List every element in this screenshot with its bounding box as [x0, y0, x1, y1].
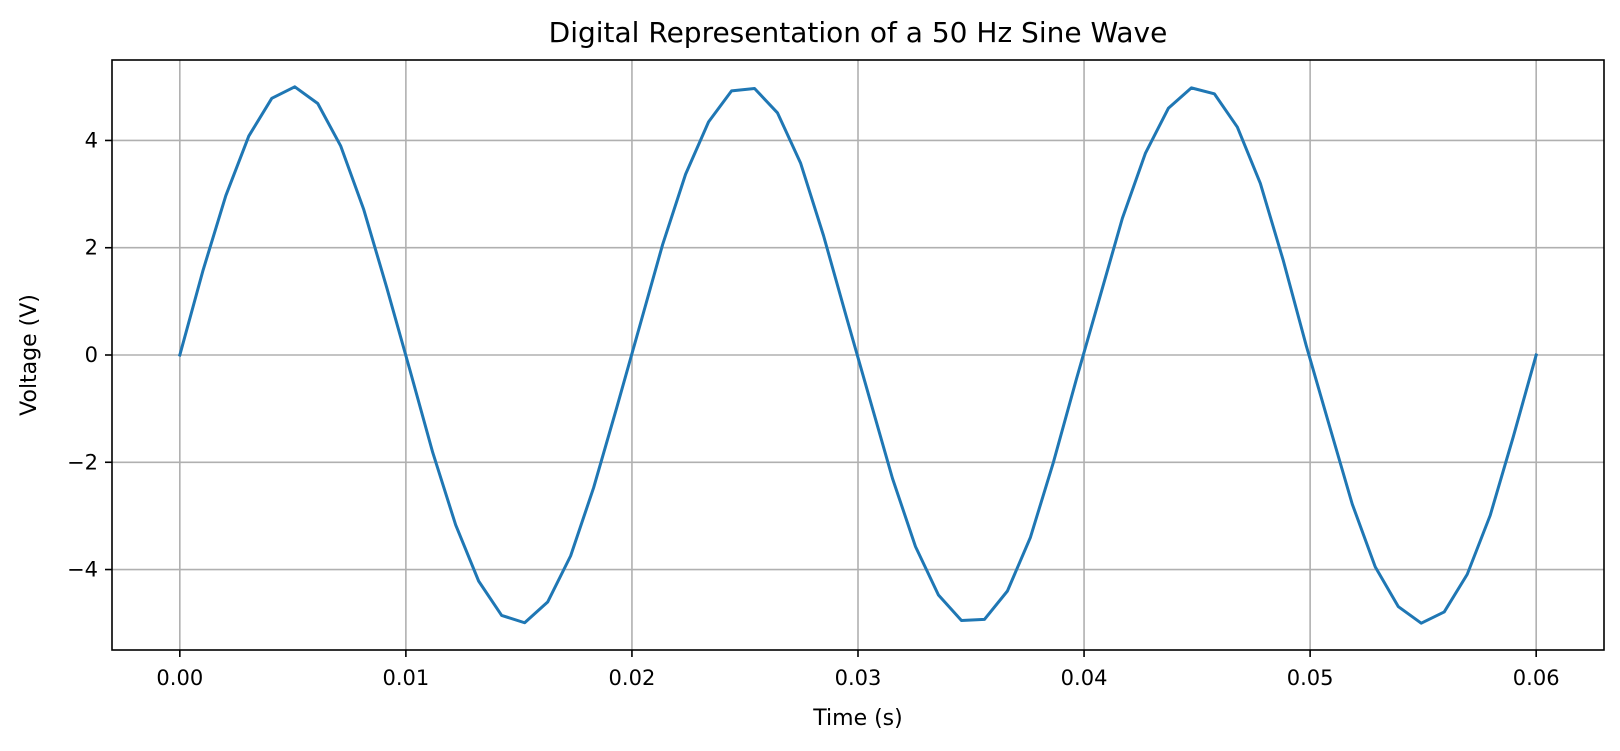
axis-ticks: 0.00 0.01 0.02 0.03 0.04 0.05 0.06 −4 −2 0 2 4	[67, 128, 1560, 690]
y-tick-label: 0	[85, 343, 98, 367]
y-tick-label: 2	[85, 236, 98, 260]
series-layer	[177, 85, 1539, 625]
x-tick-label: 0.00	[156, 666, 203, 690]
x-tick-label: 0.04	[1061, 666, 1108, 690]
x-tick-label: 0.06	[1513, 666, 1560, 690]
series-line	[177, 85, 1539, 625]
x-tick-label: 0.03	[835, 666, 882, 690]
x-tick-label: 0.02	[609, 666, 656, 690]
x-tick-label: 0.01	[382, 666, 429, 690]
x-tick-label: 0.05	[1287, 666, 1334, 690]
y-tick-label: −4	[67, 558, 98, 582]
y-tick-label: −2	[67, 450, 98, 474]
x-axis-label: Time (s)	[812, 706, 902, 731]
y-tick-label: 4	[85, 128, 98, 152]
chart-title: Digital Representation of a 50 Hz Sine W…	[549, 16, 1168, 49]
y-axis-label: Voltage (V)	[17, 294, 42, 416]
